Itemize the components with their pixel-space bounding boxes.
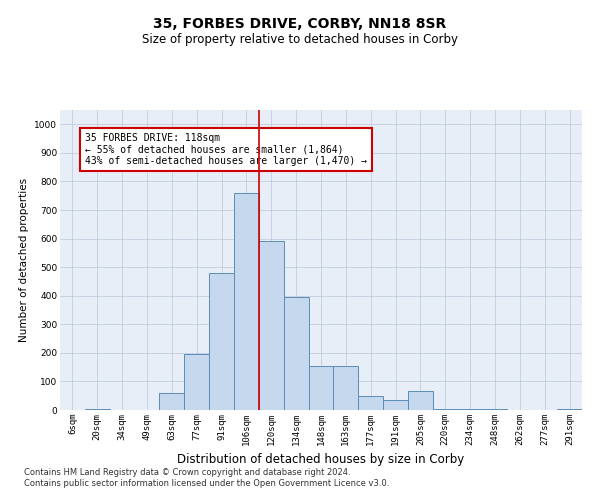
Text: 35, FORBES DRIVE, CORBY, NN18 8SR: 35, FORBES DRIVE, CORBY, NN18 8SR <box>154 18 446 32</box>
Bar <box>458 409 482 410</box>
Bar <box>433 409 458 410</box>
Text: Contains HM Land Registry data © Crown copyright and database right 2024.
Contai: Contains HM Land Registry data © Crown c… <box>24 468 389 487</box>
Bar <box>557 409 582 410</box>
Bar <box>284 297 308 410</box>
Bar <box>85 409 110 410</box>
Text: Size of property relative to detached houses in Corby: Size of property relative to detached ho… <box>142 32 458 46</box>
Bar <box>334 366 358 410</box>
Bar <box>209 273 234 410</box>
Bar <box>308 366 334 410</box>
Bar <box>383 400 408 410</box>
Bar <box>358 396 383 410</box>
Bar <box>184 354 209 410</box>
Bar <box>259 242 284 410</box>
Bar <box>160 393 184 410</box>
Bar <box>482 409 508 410</box>
Bar <box>234 193 259 410</box>
Bar <box>408 392 433 410</box>
Y-axis label: Number of detached properties: Number of detached properties <box>19 178 29 342</box>
X-axis label: Distribution of detached houses by size in Corby: Distribution of detached houses by size … <box>178 454 464 466</box>
Text: 35 FORBES DRIVE: 118sqm
← 55% of detached houses are smaller (1,864)
43% of semi: 35 FORBES DRIVE: 118sqm ← 55% of detache… <box>85 133 367 166</box>
